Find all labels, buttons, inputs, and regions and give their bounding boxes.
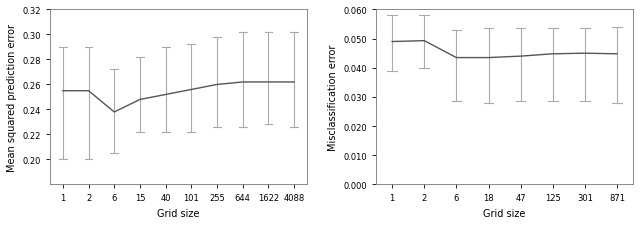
- Y-axis label: Mean squared prediction error: Mean squared prediction error: [7, 24, 17, 171]
- Y-axis label: Misclassification error: Misclassification error: [328, 45, 338, 151]
- X-axis label: Grid size: Grid size: [157, 208, 200, 218]
- X-axis label: Grid size: Grid size: [483, 208, 526, 218]
